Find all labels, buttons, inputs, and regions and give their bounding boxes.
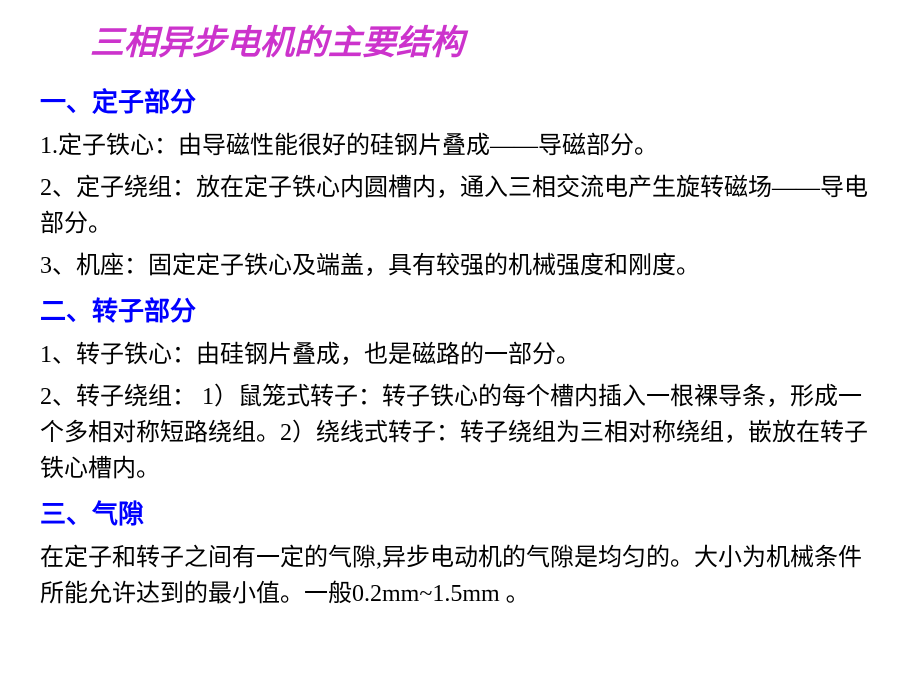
section-1: 一、定子部分 1.定子铁心：由导磁性能很好的硅钢片叠成——导磁部分。 2、定子绕… (40, 83, 880, 284)
section-3: 三、气隙 在定子和转子之间有一定的气隙,异步电动机的气隙是均匀的。大小为机械条件… (40, 495, 880, 612)
section-2: 二、转子部分 1、转子铁心：由硅钢片叠成，也是磁路的一部分。 2、转子绕组： 1… (40, 292, 880, 487)
page-title: 三相异步电机的主要结构 (90, 18, 880, 69)
section-2-item-2: 2、转子绕组： 1）鼠笼式转子：转子铁心的每个槽内插入一根裸导条，形成一个多相对… (40, 379, 880, 487)
section-3-item-1: 在定子和转子之间有一定的气隙,异步电动机的气隙是均匀的。大小为机械条件所能允许达… (40, 540, 880, 612)
section-1-item-2: 2、定子绕组：放在定子铁心内圆槽内，通入三相交流电产生旋转磁场——导电部分。 (40, 170, 880, 242)
section-2-item-1: 1、转子铁心：由硅钢片叠成，也是磁路的一部分。 (40, 337, 880, 373)
section-1-item-3: 3、机座：固定定子铁心及端盖，具有较强的机械强度和刚度。 (40, 248, 880, 284)
section-1-head: 一、定子部分 (40, 83, 880, 122)
section-3-head: 三、气隙 (40, 495, 880, 534)
section-2-head: 二、转子部分 (40, 292, 880, 331)
section-1-item-1: 1.定子铁心：由导磁性能很好的硅钢片叠成——导磁部分。 (40, 128, 880, 164)
